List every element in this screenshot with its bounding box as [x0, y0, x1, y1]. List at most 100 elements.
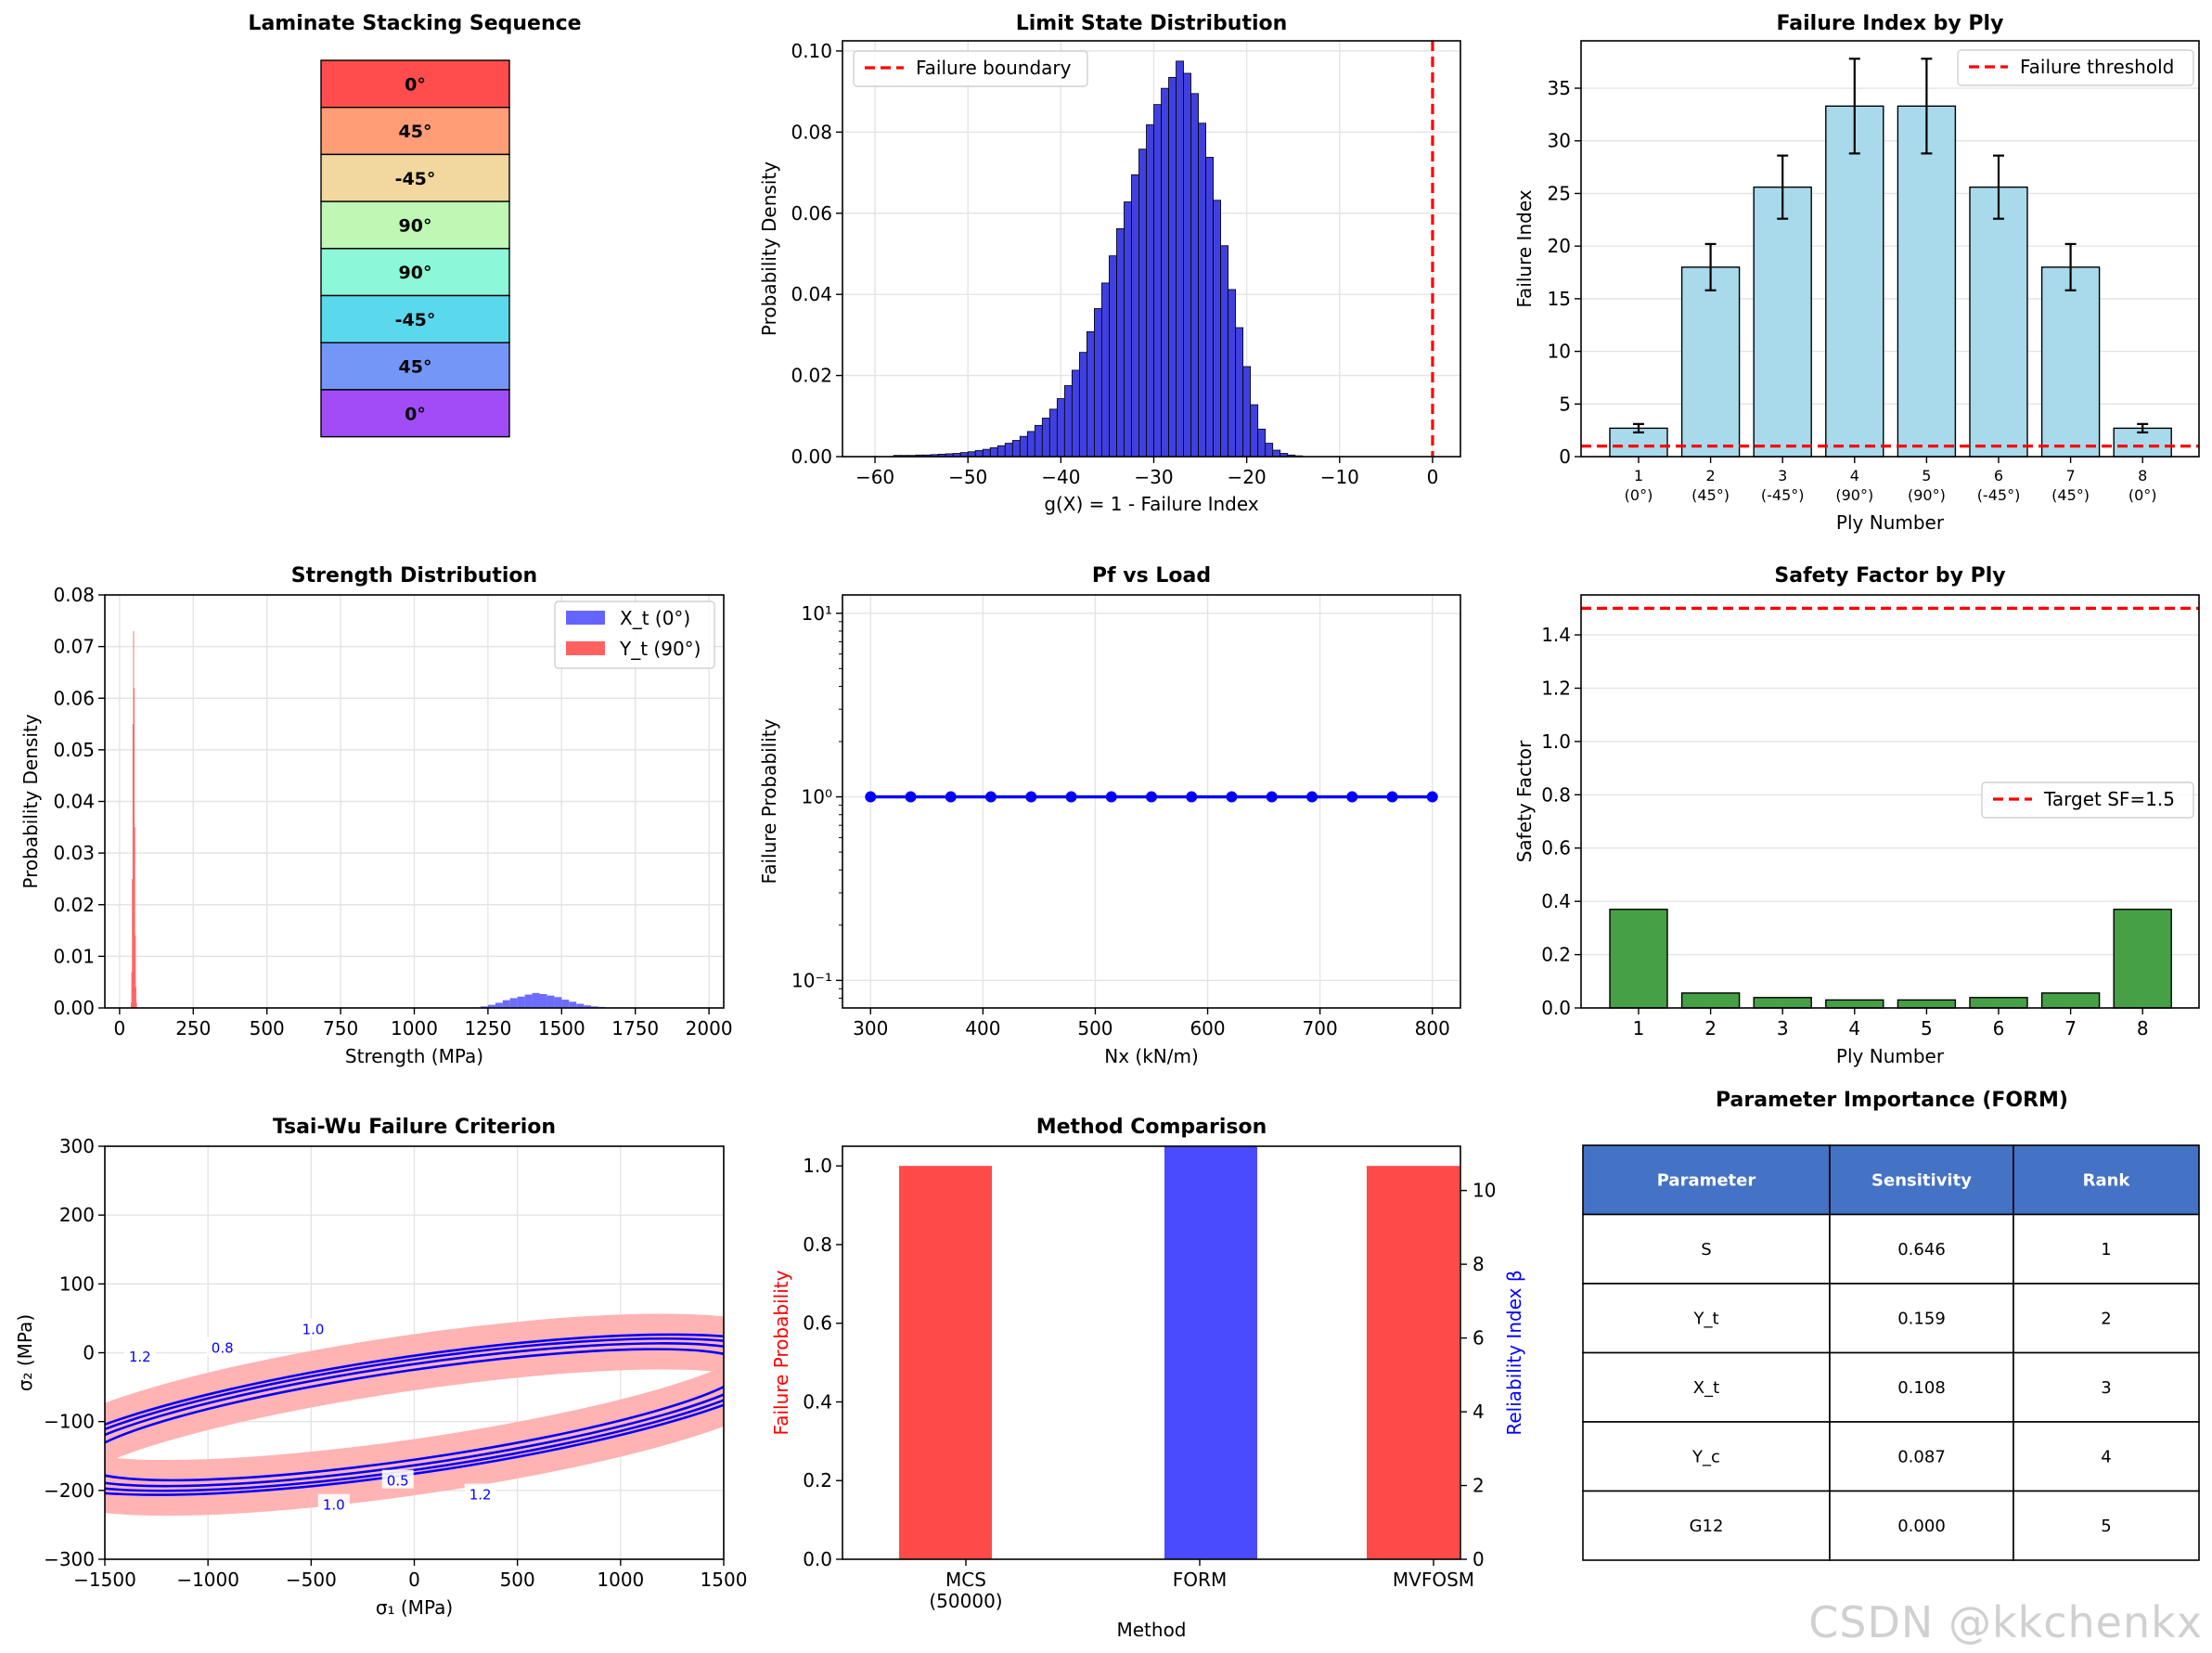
- stack-layer: [320, 153, 510, 202]
- table-cell-value: 0.000: [1897, 1517, 1946, 1536]
- ply-bar: [1897, 105, 1957, 458]
- stack-layer: [320, 389, 510, 438]
- legend: [1981, 781, 2194, 819]
- x-tick-label: 3: [1777, 1017, 1789, 1040]
- y-tick-label: −200: [44, 1479, 95, 1502]
- table-cell: [2013, 1421, 2200, 1492]
- pf-point: [1346, 791, 1358, 803]
- pf-point: [1426, 791, 1438, 803]
- histogram-bar: [1041, 418, 1050, 458]
- x-tick-label: MVFOSM: [1393, 1569, 1474, 1591]
- stack-layer-label: 45°: [399, 122, 432, 142]
- axes-frame: [842, 594, 1461, 1009]
- y-right-tick-label: 2: [1473, 1475, 1485, 1497]
- histogram-bar: [1213, 200, 1222, 458]
- y-tick-label: 0.4: [803, 1390, 832, 1413]
- x-axis-label: σ₁ (MPa): [376, 1596, 453, 1619]
- x-tick-label: −50: [948, 466, 987, 488]
- y-tick-label: 0.06: [791, 202, 832, 225]
- axes-frame: [842, 1145, 1461, 1560]
- y-tick-label: 0.4: [1541, 890, 1571, 912]
- pf-bar: [1367, 1166, 1460, 1559]
- safety-factor-bar: [1753, 997, 1812, 1009]
- y-tick-label: 0.2: [1541, 944, 1571, 966]
- histogram-bar: [1205, 157, 1215, 458]
- y-axis-label: Reliability Index β: [1503, 1270, 1525, 1435]
- chart-title: Failure Index by Ply: [1777, 12, 2004, 35]
- x_t-histogram-bar: [547, 995, 555, 1008]
- pf-point: [1186, 791, 1198, 803]
- y-right-tick-label: 6: [1473, 1327, 1485, 1350]
- legend-label: Failure threshold: [2020, 56, 2174, 78]
- ply-bar: [1753, 186, 1812, 458]
- pf-point: [865, 791, 877, 803]
- y-tick-label: 0.06: [53, 687, 95, 709]
- pf-point: [945, 791, 957, 803]
- x_t-histogram-bar: [539, 993, 547, 1008]
- y-tick-label: 10⁰: [802, 786, 832, 808]
- x-tick-label: 1500: [538, 1017, 585, 1040]
- histogram-bar: [989, 446, 998, 458]
- y-tick-label: 0.04: [53, 791, 95, 813]
- histogram-bar: [1176, 60, 1184, 458]
- x-tick-label: −30: [1134, 466, 1173, 488]
- x-tick-label: 5: [1921, 1017, 1933, 1040]
- contour-label-bg: [297, 1318, 329, 1337]
- table-header-cell: [2013, 1144, 2200, 1216]
- histogram-bar: [1034, 424, 1043, 458]
- stack-layer-label: 0°: [405, 74, 426, 95]
- x_t-histogram-bar: [517, 996, 525, 1008]
- y-tick-label: 0.6: [1541, 837, 1571, 859]
- pf-point: [1386, 791, 1398, 803]
- y-right-tick-label: 4: [1473, 1401, 1485, 1423]
- pf-point: [1266, 791, 1278, 803]
- x-axis-label: Method: [1116, 1619, 1186, 1641]
- y-axis-label: Probability Density: [758, 161, 780, 336]
- pf-point: [1226, 791, 1238, 803]
- contour-0.5: [105, 1348, 724, 1482]
- table-cell-value: X_t: [1693, 1378, 1719, 1398]
- histogram-bar: [1026, 431, 1035, 458]
- y-axis-label: Probability Density: [19, 714, 42, 888]
- y_t-histogram-bar: [135, 987, 136, 1008]
- table-cell-value: 0.087: [1897, 1447, 1946, 1466]
- y-right-tick-label: 8: [1473, 1253, 1485, 1275]
- x-tick-label: −1000: [176, 1569, 239, 1591]
- y-tick-label: 100: [59, 1272, 95, 1295]
- y-tick-label: 0.08: [53, 584, 95, 606]
- x-tick-label: MCS: [945, 1569, 986, 1591]
- histogram-bar: [974, 450, 984, 458]
- chart-title: Limit State Distribution: [1016, 12, 1288, 35]
- x-tick-sublabel: (90°): [1908, 486, 1946, 504]
- table-cell: [1829, 1213, 2014, 1285]
- y-right-tick-label: 0: [1473, 1548, 1485, 1570]
- x-tick-sublabel: (45°): [2051, 486, 2090, 504]
- y-tick-label: 15: [1548, 288, 1571, 310]
- stack-layer-label: -45°: [395, 310, 436, 330]
- safety-factor-bar: [1825, 999, 1884, 1009]
- safety-factor-bar: [2040, 992, 2101, 1009]
- table-cell: [1829, 1421, 2014, 1492]
- y_t-histogram-bar: [131, 972, 133, 1008]
- x-tick-label: 0: [408, 1569, 420, 1591]
- histogram-bar: [1019, 435, 1028, 458]
- histogram-bar: [1272, 449, 1281, 458]
- x_t-histogram-bar: [569, 1001, 577, 1008]
- x-tick-label: 250: [175, 1017, 211, 1040]
- x-tick-label: 700: [1303, 1017, 1338, 1040]
- x-tick-label: 2000: [686, 1017, 733, 1040]
- histogram-bar: [1101, 282, 1110, 458]
- x-axis-label: Nx (kN/m): [1104, 1045, 1199, 1067]
- histogram-bar: [1168, 76, 1177, 458]
- chart-title: Parameter Importance (FORM): [1716, 1089, 2068, 1112]
- x-tick-label: 800: [1415, 1017, 1450, 1040]
- y-tick-label: 10⁻¹: [791, 969, 832, 991]
- histogram-bar: [1131, 174, 1139, 458]
- y_t-histogram-bar: [130, 1002, 132, 1008]
- x-tick-label: 300: [853, 1017, 888, 1040]
- contour-label: 1.0: [323, 1497, 345, 1514]
- x-tick-label: −60: [855, 466, 894, 488]
- y-axis-label: Failure Probability: [770, 1270, 792, 1435]
- y_t-histogram-bar: [132, 724, 134, 1008]
- contour-1.2: [105, 1333, 724, 1496]
